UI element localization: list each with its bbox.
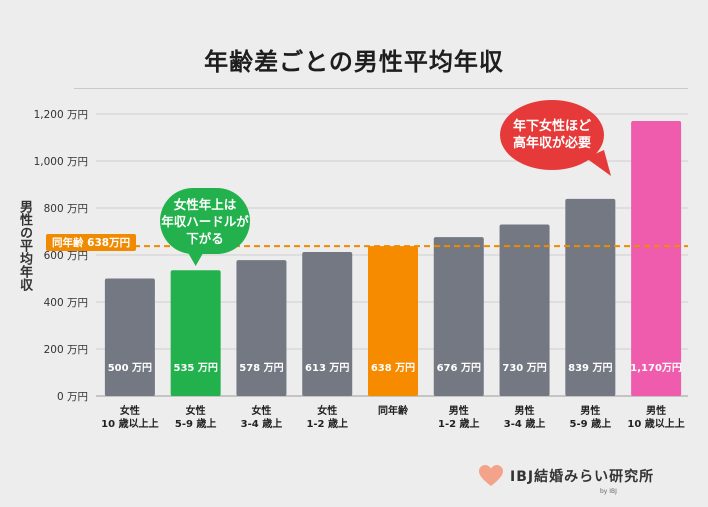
- x-category-label: 5-9 歳上: [175, 417, 217, 430]
- y-tick-label: 600 万円: [44, 250, 88, 262]
- bar-value-label: 578 万円: [239, 362, 283, 374]
- x-category-label: 1-2 歳上: [306, 417, 348, 430]
- x-category-label: 10 歳以上上: [101, 417, 158, 430]
- bar: [433, 237, 484, 396]
- y-tick-label: 1,000 万円: [34, 156, 88, 168]
- x-category-label: 3-4 歳上: [241, 417, 283, 430]
- bar: [236, 260, 287, 396]
- x-category-label: 女性: [251, 404, 271, 417]
- title-divider: [74, 88, 688, 89]
- x-category-label: 男性: [449, 404, 469, 417]
- bar: [631, 121, 682, 397]
- bar: [170, 270, 221, 396]
- bar-value-label: 730 万円: [502, 362, 546, 374]
- y-tick-label: 400 万円: [44, 297, 88, 309]
- x-category-label: 男性: [580, 404, 600, 417]
- y-tick-label: 800 万円: [44, 203, 88, 215]
- y-axis-label: 男性の平均年収: [17, 200, 32, 291]
- reference-line-label: 同年齢 638万円: [46, 234, 137, 251]
- annotation-women-younger: 年下女性ほど 高年収が必要: [500, 100, 604, 170]
- callout-tail: [187, 252, 204, 266]
- bar: [104, 278, 155, 396]
- x-category-label: 女性: [317, 404, 337, 417]
- bar-value-label: 1,170万円: [630, 362, 682, 374]
- x-category-label: 男性: [646, 404, 666, 417]
- x-category-label: 同年齢: [378, 404, 409, 417]
- bar: [368, 246, 418, 396]
- y-tick-label: 1,200 万円: [34, 109, 88, 121]
- bar-value-label: 535 万円: [173, 362, 217, 374]
- x-category-label: 女性: [120, 404, 140, 417]
- bar: [499, 224, 550, 396]
- annotation-women-older: 女性年上は 年収ハードルが 下がる: [160, 188, 250, 254]
- heart-icon: [479, 465, 503, 486]
- x-category-label: 10 歳以上上: [627, 417, 684, 430]
- x-category-label: 男性: [515, 404, 535, 417]
- x-category-label: 3-4 歳上: [504, 417, 546, 430]
- x-category-label: 5-9 歳上: [570, 417, 612, 430]
- bar: [302, 251, 353, 396]
- x-category-label: 1-2 歳上: [438, 417, 480, 430]
- brand-logo: IBJ結婚みらい研究所: [478, 461, 654, 491]
- bar-value-label: 676 万円: [437, 362, 481, 374]
- bar-value-label: 500 万円: [108, 362, 152, 374]
- x-category-label: 女性: [186, 404, 206, 417]
- logo-text: IBJ結婚みらい研究所: [510, 469, 655, 485]
- y-tick-label: 0 万円: [57, 391, 88, 403]
- bar: [565, 198, 616, 396]
- bar-value-label: 638 万円: [371, 362, 415, 374]
- logo-subtext: by IBJ: [600, 488, 617, 495]
- chart-title: 年齢差ごとの男性平均年収: [204, 48, 504, 76]
- bar-value-label: 839 万円: [568, 362, 612, 374]
- y-tick-label: 200 万円: [44, 344, 88, 356]
- bar-value-label: 613 万円: [305, 362, 349, 374]
